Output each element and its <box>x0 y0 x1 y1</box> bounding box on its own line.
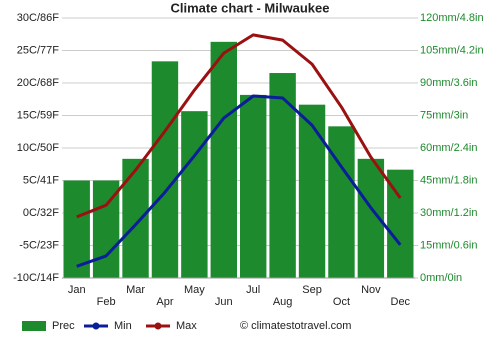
y-tick-label: 20C/68F <box>17 77 59 89</box>
source: © climatestotravel.com <box>240 320 351 332</box>
y-tick-label: 15C/59F <box>17 109 59 121</box>
bar <box>298 104 326 279</box>
x-tick-label: Apr <box>156 296 173 308</box>
legend-swatch <box>22 321 46 331</box>
bar <box>328 126 355 278</box>
y2-tick-label: 90mm/3.6in <box>420 77 477 89</box>
bar <box>269 73 296 279</box>
bar <box>240 94 267 279</box>
y-tick-label: 25C/77F <box>17 44 59 56</box>
x-tick-label: Feb <box>97 296 116 308</box>
legend-label: Max <box>176 320 197 332</box>
bar <box>151 61 179 279</box>
y2-tick-label: 120mm/4.8in <box>420 12 484 24</box>
y2-tick-label: 15mm/0.6in <box>420 239 477 251</box>
x-tick-label: Jul <box>246 284 260 296</box>
legend-dot <box>92 322 100 330</box>
x-tick-label: Aug <box>273 296 293 308</box>
y2-tick-label: 30mm/1.2in <box>420 207 477 219</box>
y2-tick-label: 105mm/4.2in <box>420 44 484 56</box>
x-tick-label: Dec <box>391 296 411 308</box>
y-tick-label: -5C/23F <box>19 239 59 251</box>
line <box>76 33 402 219</box>
y-tick-label: 30C/86F <box>17 12 59 24</box>
x-tick-label: Jun <box>215 296 233 308</box>
y2-tick-label: 75mm/3in <box>420 109 468 121</box>
bar <box>122 158 149 278</box>
bar <box>210 41 237 279</box>
y-tick-label: 10C/50F <box>17 142 59 154</box>
y-tick-label: 5C/41F <box>23 174 59 186</box>
legend-label: Min <box>114 320 132 332</box>
x-tick-label: May <box>184 284 205 296</box>
line <box>76 94 402 268</box>
legend-dot <box>154 322 162 330</box>
x-tick-label: Sep <box>302 284 322 296</box>
y-tick-label: -10C/14F <box>13 272 59 284</box>
x-tick-label: Mar <box>126 284 145 296</box>
x-tick-label: Jan <box>68 284 86 296</box>
y2-tick-label: 45mm/1.8in <box>420 174 477 186</box>
y2-tick-label: 0mm/0in <box>420 272 462 284</box>
bar <box>181 111 208 279</box>
x-tick-label: Oct <box>333 296 350 308</box>
chart-title: Climate chart - Milwaukee <box>171 0 330 15</box>
legend-label: Prec <box>52 320 75 332</box>
y2-tick-label: 60mm/2.4in <box>420 142 477 154</box>
y-tick-label: 0C/32F <box>23 207 59 219</box>
x-tick-label: Nov <box>361 284 381 296</box>
